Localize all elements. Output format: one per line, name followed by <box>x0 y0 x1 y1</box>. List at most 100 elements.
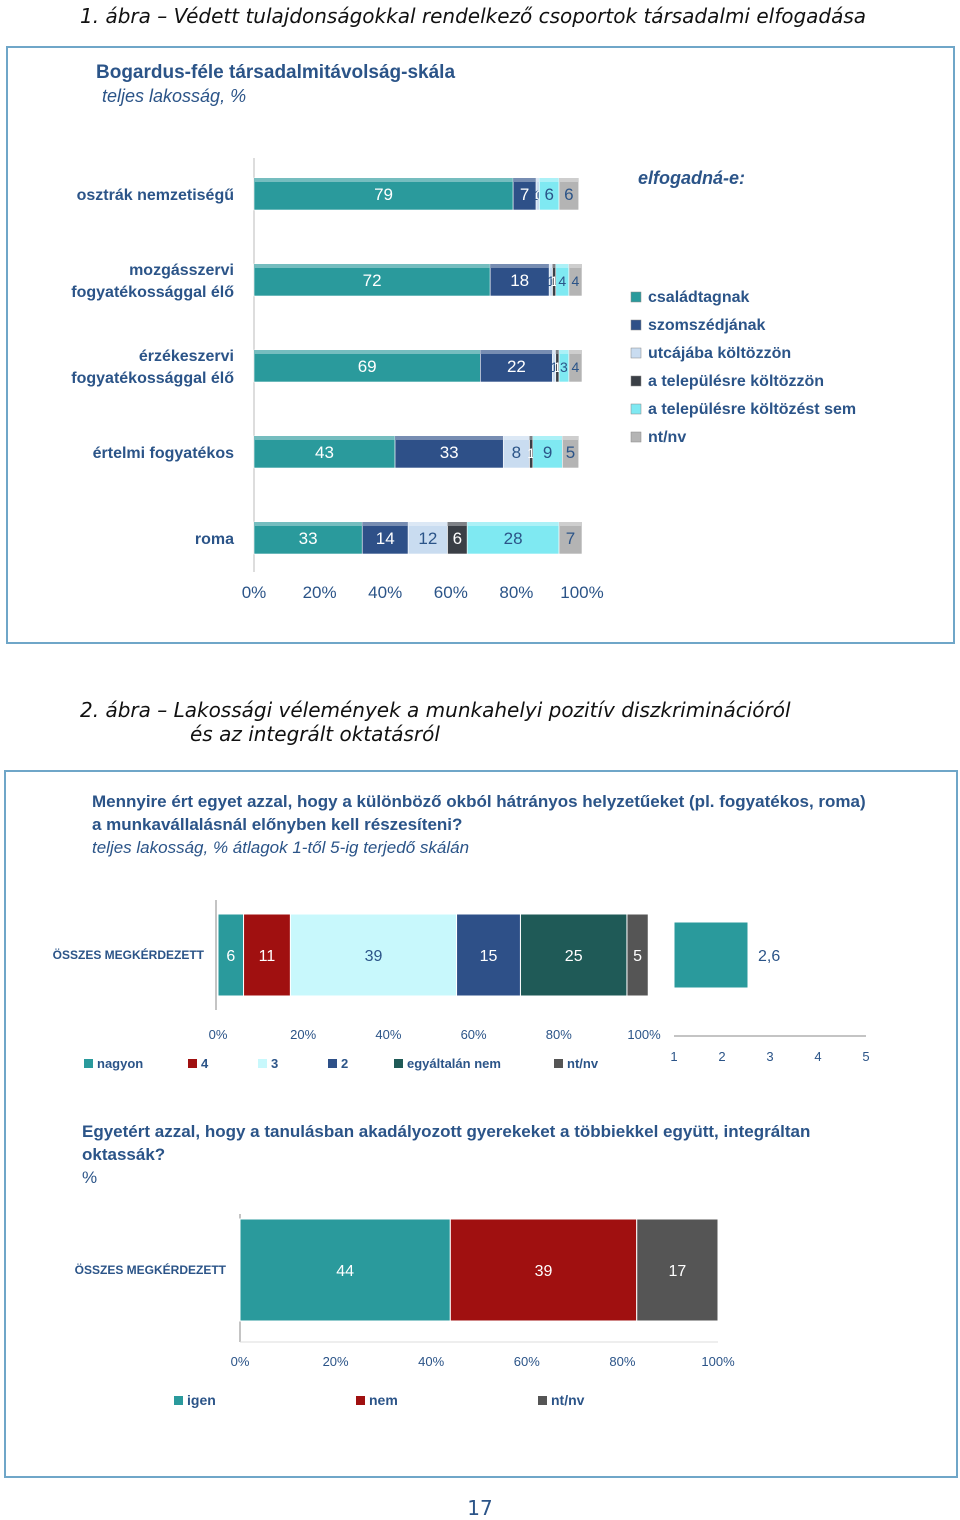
q2-x-tick-label: 40% <box>418 1354 444 1369</box>
bar-segment-highlight <box>395 436 504 440</box>
data-label: 22 <box>507 357 526 376</box>
bar-segment-highlight <box>408 522 448 526</box>
data-label: 79 <box>374 185 393 204</box>
data-label: 7 <box>566 529 575 548</box>
positive-discrimination-chart: ÖSSZES MEGKÉRDEZETT 6 11 39 15 25 50% 20% 40% 60%… <box>53 900 870 1408</box>
legend-swatch <box>630 375 642 387</box>
q1-title-line1: Mennyire ért egyet azzal, hogy a különbö… <box>92 792 866 811</box>
data-label: 1 <box>554 359 562 375</box>
q1-subtitle: teljes lakosság, % átlagok 1-től 5-ig te… <box>92 838 470 857</box>
category-label: fogyatékossággal élő <box>71 284 234 301</box>
legend-swatch <box>630 291 642 303</box>
q1-x-tick-label: 40% <box>375 1027 401 1042</box>
q2-x-tick-label: 0% <box>231 1354 250 1369</box>
q1-legend-label: 4 <box>201 1056 209 1071</box>
bar-segment-highlight <box>559 350 569 354</box>
figure1-caption: 1. ábra – Védett tulajdonságokkal rendel… <box>80 4 867 28</box>
bar-segment-highlight <box>447 522 468 526</box>
q2-bar-segment <box>449 1218 638 1322</box>
bar-segment-highlight <box>549 264 553 268</box>
q1-data-label: 15 <box>480 948 498 965</box>
bar-segment-highlight <box>552 264 556 268</box>
data-label: 8 <box>512 443 521 462</box>
bar-segment-highlight <box>513 178 537 182</box>
bar-segment <box>253 435 396 469</box>
q2-data-label: 17 <box>668 1263 686 1280</box>
q1-bar-segment <box>243 913 291 997</box>
category-label: érzékeszervi <box>139 348 234 365</box>
category-label: fogyatékossággal élő <box>71 370 234 387</box>
bar-segment-highlight <box>559 522 582 526</box>
q2-title-line1: Egyetért azzal, hogy a tanulásban akadál… <box>82 1122 811 1141</box>
category-label: roma <box>195 531 234 548</box>
q1-bar-segment <box>289 913 458 997</box>
q2-data-label: 39 <box>535 1263 553 1280</box>
q2-title-line2: oktassák? <box>82 1145 166 1164</box>
bar-segment-highlight <box>254 522 363 526</box>
q1-x-tick-label: 0% <box>209 1027 228 1042</box>
data-label: 6 <box>564 185 573 204</box>
bar-segment-highlight <box>536 178 540 182</box>
figure1-frame: Bogardus-féle társadalmitávolság-skála t… <box>6 46 955 644</box>
q1-x-tick-label: 60% <box>461 1027 487 1042</box>
q1-bar-segment <box>519 913 628 997</box>
figure2-frame: Mennyire ért egyet azzal, hogy a különbö… <box>4 770 958 1478</box>
data-label: 1 <box>550 273 558 289</box>
q1-legend-swatch <box>328 1059 337 1068</box>
q2-x-tick-label: 60% <box>514 1354 540 1369</box>
bar-segment-highlight <box>254 350 481 354</box>
q1-legend-swatch <box>84 1059 93 1068</box>
data-label: 43 <box>315 443 334 462</box>
legend-label: a településre költözzön <box>648 373 824 390</box>
q1-bar-segment <box>217 913 245 997</box>
data-label: 6 <box>453 529 462 548</box>
category-label: osztrák nemzetiségű <box>77 187 234 204</box>
q1-legend-label: 3 <box>271 1056 278 1071</box>
data-label: 18 <box>510 271 529 290</box>
mean-tick-label: 1 <box>670 1049 677 1064</box>
data-label: 4 <box>572 359 580 375</box>
figure1-title: Bogardus-féle társadalmitávolság-skála <box>96 62 456 83</box>
q2-x-tick-label: 80% <box>609 1354 635 1369</box>
bar-segment-highlight <box>539 178 560 182</box>
q2-subtitle: % <box>82 1168 98 1187</box>
category-label: mozgásszervi <box>129 262 234 279</box>
q2-legend-label: nem <box>369 1392 398 1408</box>
q2-x-tick-label: 20% <box>323 1354 349 1369</box>
q2-legend-label: igen <box>187 1392 216 1408</box>
figure1-subtitle: teljes lakosság, % <box>102 86 247 106</box>
data-label: 12 <box>418 529 437 548</box>
x-tick-label: 60% <box>434 583 468 602</box>
data-label: 7 <box>520 185 529 204</box>
q1-legend-swatch <box>258 1059 267 1068</box>
page-number: 17 <box>467 1496 493 1520</box>
bogardus-chart: osztrák nemzetiségű7971066mozgásszervifo… <box>71 158 856 602</box>
q1-x-tick-label: 20% <box>290 1027 316 1042</box>
x-tick-label: 20% <box>303 583 337 602</box>
q2-legend-swatch <box>174 1396 183 1405</box>
legend-swatch <box>630 347 642 359</box>
bar-segment-highlight <box>532 436 563 440</box>
legend-swatch <box>630 319 642 331</box>
q2-legend-label: nt/nv <box>551 1392 585 1408</box>
data-label: 28 <box>504 529 523 548</box>
data-label: 1 <box>550 359 558 375</box>
q1-legend-label: nagyon <box>97 1056 143 1071</box>
mean-tick-label: 2 <box>718 1049 725 1064</box>
data-label: 6 <box>544 185 553 204</box>
q1-data-label: 6 <box>226 948 235 965</box>
q1-legend-label: egyáltalán nem <box>407 1056 501 1071</box>
bar-segment <box>407 521 448 555</box>
legend-label: utcájába költözzön <box>648 345 791 362</box>
q2-legend-swatch <box>356 1396 365 1405</box>
bar-segment <box>253 263 491 297</box>
q1-x-tick-label: 80% <box>546 1027 572 1042</box>
category-label: értelmi fogyatékos <box>93 445 234 462</box>
q1-legend-swatch <box>188 1059 197 1068</box>
q2-data-label: 44 <box>336 1263 354 1280</box>
q2-bar-segment <box>636 1218 719 1322</box>
figure2-caption-line2: és az integrált oktatásról <box>190 722 440 746</box>
bar-segment-highlight <box>555 350 560 354</box>
q1-data-label: 25 <box>565 948 583 965</box>
q1-data-label: 39 <box>365 948 383 965</box>
